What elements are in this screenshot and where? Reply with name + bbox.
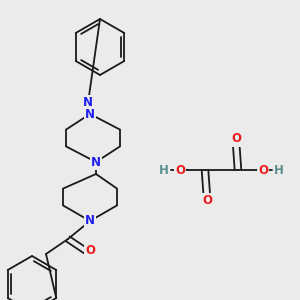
Text: H: H (159, 164, 169, 176)
Text: H: H (274, 164, 284, 176)
Text: N: N (91, 155, 101, 169)
Text: O: O (258, 164, 268, 176)
Text: O: O (202, 194, 212, 208)
Text: N: N (85, 107, 95, 121)
Text: O: O (175, 164, 185, 176)
Text: N: N (83, 97, 93, 110)
Text: N: N (85, 214, 95, 227)
Text: O: O (85, 244, 95, 257)
Text: O: O (231, 133, 241, 146)
